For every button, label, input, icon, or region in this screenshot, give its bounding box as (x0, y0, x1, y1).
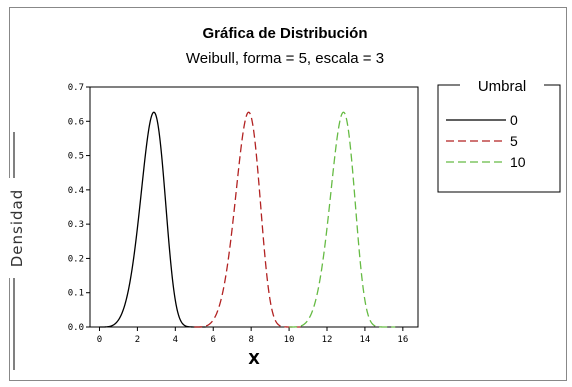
x-axis: 0 2 4 6 8 10 12 14 16 (97, 327, 408, 345)
legend-label-10: 10 (510, 154, 526, 170)
legend-title: Umbral (478, 78, 526, 95)
y-tick-label: 0.5 (68, 152, 84, 162)
chart-subtitle: Weibull, forma = 5, escala = 3 (186, 50, 384, 67)
x-tick-label: 12 (322, 335, 333, 345)
x-tick-label: 6 (211, 335, 216, 345)
legend-items: 0 5 10 (446, 112, 526, 170)
y-tick-label: 0.1 (68, 289, 84, 299)
y-tick-label: 0.6 (68, 117, 84, 127)
x-tick-label: 16 (397, 335, 408, 345)
legend-box (437, 84, 561, 193)
x-tick-label: 2 (135, 335, 140, 345)
chart-title: Gráfica de Distribución (202, 25, 367, 42)
curve-umbral-0 (99, 111, 206, 328)
legend-label-5: 5 (510, 133, 518, 149)
curves-layer (99, 111, 396, 328)
y-tick-label: 0.3 (68, 220, 84, 230)
y-axis: 0.0 0.1 0.2 0.3 0.4 0.5 0.6 0.7 (68, 83, 90, 333)
y-tick-label: 0.2 (68, 254, 84, 264)
legend-title-backdrop (460, 75, 544, 97)
y-tick-label: 0.0 (68, 323, 84, 333)
legend-label-0: 0 (510, 112, 518, 128)
x-tick-label: 4 (173, 335, 178, 345)
y-tick-label: 0.4 (68, 186, 84, 196)
x-tick-label: 10 (284, 335, 295, 345)
legend: Umbral 0 5 10 (437, 75, 561, 193)
curve-umbral-10 (289, 111, 396, 328)
x-tick-label: 14 (359, 335, 370, 345)
x-axis-label: X (248, 350, 260, 368)
curve-umbral-5 (194, 111, 301, 328)
x-tick-label: 0 (97, 335, 102, 345)
y-axis-label: Densidad (8, 189, 26, 268)
y-label-backdrop (4, 178, 24, 278)
x-tick-label: 8 (248, 335, 253, 345)
y-tick-label: 0.7 (68, 83, 84, 93)
